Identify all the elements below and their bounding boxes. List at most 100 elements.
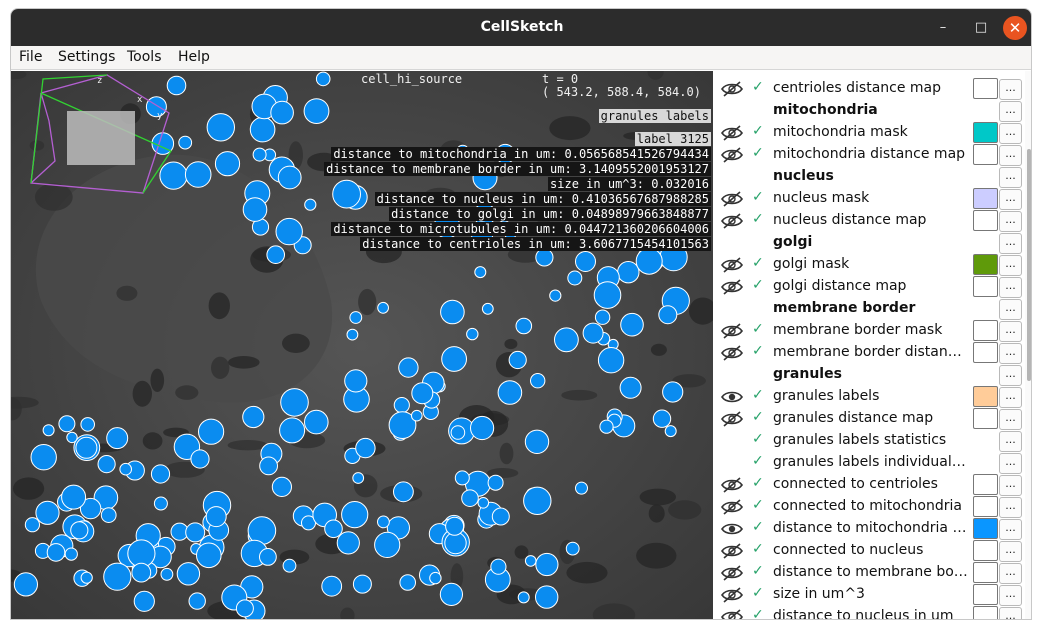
layer-row[interactable]: ✓ distance to mitochondria in ......	[714, 518, 1022, 540]
layer-panel-scrollbar[interactable]	[1025, 71, 1031, 619]
color-swatch[interactable]	[973, 210, 998, 231]
layer-options-button[interactable]: ...	[999, 563, 1022, 584]
color-swatch[interactable]	[973, 606, 998, 619]
check-icon[interactable]: ✓	[752, 343, 764, 359]
layer-options-button[interactable]: ...	[999, 211, 1022, 232]
color-swatch[interactable]	[973, 342, 998, 363]
layer-row[interactable]: ✓ connected to mitochondria...	[714, 496, 1022, 518]
layer-options-button[interactable]: ...	[999, 475, 1022, 496]
layer-options-button[interactable]: ...	[999, 519, 1022, 540]
eye-hidden-icon[interactable]	[720, 190, 744, 208]
close-button[interactable]: ✕	[1003, 16, 1027, 40]
layer-row[interactable]: ✓ golgi distance map...	[714, 276, 1022, 298]
layer-options-button[interactable]: ...	[999, 79, 1022, 100]
layer-group-header[interactable]: nucleus...	[714, 166, 1022, 188]
color-swatch[interactable]	[973, 474, 998, 495]
layer-options-button[interactable]: ...	[999, 585, 1022, 606]
check-icon[interactable]: ✓	[752, 145, 764, 161]
eye-hidden-icon[interactable]	[720, 256, 744, 274]
color-swatch[interactable]	[973, 562, 998, 583]
layer-row[interactable]: ✓ connected to nucleus...	[714, 540, 1022, 562]
menu-tools[interactable]: Tools	[127, 49, 162, 65]
scrollbar-thumb[interactable]	[1027, 149, 1031, 381]
color-swatch[interactable]	[973, 496, 998, 517]
layer-options-button[interactable]: ...	[999, 541, 1022, 562]
check-icon[interactable]: ✓	[752, 387, 764, 403]
layer-row[interactable]: ✓ granules labels...	[714, 386, 1022, 408]
layer-row[interactable]: ✓ golgi mask...	[714, 254, 1022, 276]
check-icon[interactable]: ✓	[752, 475, 764, 491]
layer-row[interactable]: ✓ membrane border mask...	[714, 320, 1022, 342]
layer-options-button[interactable]: ...	[999, 607, 1022, 619]
layer-row[interactable]: ✓ distance to nucleus in um...	[714, 606, 1022, 619]
eye-hidden-icon[interactable]	[720, 564, 744, 582]
layer-options-button[interactable]: ...	[999, 145, 1022, 166]
maximize-button[interactable]: □	[974, 20, 988, 35]
layer-options-button[interactable]: ...	[999, 343, 1022, 364]
color-swatch[interactable]	[973, 188, 998, 209]
check-icon[interactable]: ✓	[752, 519, 764, 535]
color-swatch[interactable]	[973, 540, 998, 561]
layer-row[interactable]: ✓ membrane border distance ......	[714, 342, 1022, 364]
layer-row[interactable]: ✓ centrioles distance map...	[714, 78, 1022, 100]
layer-row[interactable]: ✓ nucleus mask...	[714, 188, 1022, 210]
eye-hidden-icon[interactable]	[720, 146, 744, 164]
color-swatch[interactable]	[973, 518, 998, 539]
color-swatch[interactable]	[973, 78, 998, 99]
eye-icon[interactable]	[720, 520, 744, 538]
layer-row[interactable]: ✓ connected to centrioles...	[714, 474, 1022, 496]
check-icon[interactable]: ✓	[752, 453, 764, 469]
check-icon[interactable]: ✓	[752, 189, 764, 205]
layer-options-button[interactable]: ...	[999, 299, 1022, 320]
layer-options-button[interactable]: ...	[999, 277, 1022, 298]
layer-options-button[interactable]: ...	[999, 123, 1022, 144]
layer-options-button[interactable]: ...	[999, 101, 1022, 122]
check-icon[interactable]: ✓	[752, 211, 764, 227]
layer-group-header[interactable]: membrane border...	[714, 298, 1022, 320]
layer-options-button[interactable]: ...	[999, 255, 1022, 276]
check-icon[interactable]: ✓	[752, 541, 764, 557]
color-swatch[interactable]	[973, 320, 998, 341]
eye-hidden-icon[interactable]	[720, 476, 744, 494]
eye-hidden-icon[interactable]	[720, 80, 744, 98]
minimize-button[interactable]: –	[939, 20, 947, 35]
layer-options-button[interactable]: ...	[999, 365, 1022, 386]
eye-icon[interactable]	[720, 388, 744, 406]
layer-group-header[interactable]: golgi...	[714, 232, 1022, 254]
color-swatch[interactable]	[973, 276, 998, 297]
color-swatch[interactable]	[973, 408, 998, 429]
eye-hidden-icon[interactable]	[720, 542, 744, 560]
check-icon[interactable]: ✓	[752, 277, 764, 293]
layer-panel[interactable]: ✓ centrioles distance map... mitochondria.…	[714, 71, 1031, 619]
check-icon[interactable]: ✓	[752, 563, 764, 579]
color-swatch[interactable]	[973, 386, 998, 407]
check-icon[interactable]: ✓	[752, 409, 764, 425]
layer-row[interactable]: ✓ granules labels statistics...	[714, 430, 1022, 452]
color-swatch[interactable]	[973, 144, 998, 165]
eye-hidden-icon[interactable]	[720, 322, 744, 340]
check-icon[interactable]: ✓	[752, 123, 764, 139]
check-icon[interactable]: ✓	[752, 431, 764, 447]
check-icon[interactable]: ✓	[752, 255, 764, 271]
menu-file[interactable]: File	[19, 49, 43, 65]
layer-row[interactable]: ✓ granules distance map...	[714, 408, 1022, 430]
layer-options-button[interactable]: ...	[999, 453, 1022, 474]
layer-options-button[interactable]: ...	[999, 409, 1022, 430]
layer-options-button[interactable]: ...	[999, 321, 1022, 342]
eye-hidden-icon[interactable]	[720, 586, 744, 604]
layer-row[interactable]: ✓ nucleus distance map...	[714, 210, 1022, 232]
menu-settings[interactable]: Settings	[58, 49, 116, 65]
layer-row[interactable]: ✓ granules labels individual sta......	[714, 452, 1022, 474]
eye-hidden-icon[interactable]	[720, 124, 744, 142]
layer-group-header[interactable]: granules...	[714, 364, 1022, 386]
menu-help[interactable]: Help	[178, 49, 210, 65]
color-swatch[interactable]	[973, 254, 998, 275]
eye-hidden-icon[interactable]	[720, 278, 744, 296]
layer-options-button[interactable]: ...	[999, 431, 1022, 452]
check-icon[interactable]: ✓	[752, 585, 764, 601]
image-viewer-canvas[interactable]: cell_hi_source t = 0 ( 543.2, 588.4, 584…	[11, 71, 713, 619]
eye-hidden-icon[interactable]	[720, 212, 744, 230]
color-swatch[interactable]	[973, 584, 998, 605]
layer-options-button[interactable]: ...	[999, 167, 1022, 188]
check-icon[interactable]: ✓	[752, 321, 764, 337]
